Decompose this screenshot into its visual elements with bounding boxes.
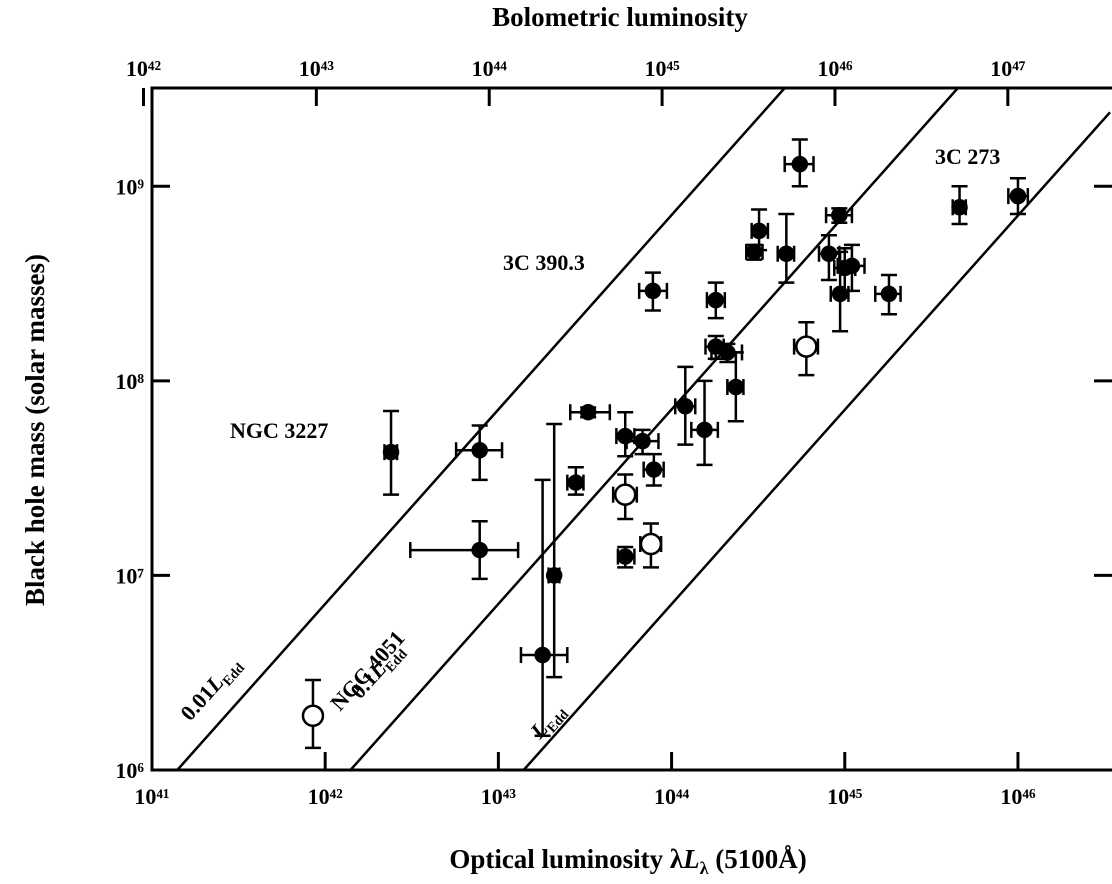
point xyxy=(791,155,809,173)
point xyxy=(471,441,488,459)
point xyxy=(545,567,563,584)
plot-area xyxy=(176,88,1111,770)
point xyxy=(301,704,325,728)
point xyxy=(613,483,637,506)
reference-line-label: LEdd xyxy=(524,698,572,747)
y-tick-label: 10⁹ xyxy=(115,174,144,199)
point xyxy=(745,243,763,261)
x2-tick-label: 10⁴² xyxy=(126,56,162,81)
x-axis-title-sub: λ xyxy=(700,858,709,878)
annotation: 3C 273 xyxy=(935,144,1000,169)
plot-frame xyxy=(150,86,1112,772)
x-tick-label: 10⁴⁵ xyxy=(827,784,863,809)
point xyxy=(382,443,400,461)
x2-tick-label: 10⁴³ xyxy=(299,56,335,81)
x-axis-title-suffix: (5100Å) xyxy=(708,844,806,874)
point xyxy=(579,403,597,421)
point xyxy=(820,245,838,263)
point xyxy=(831,285,849,303)
point xyxy=(707,291,725,309)
x-tick-label: 10⁴⁶ xyxy=(1000,784,1036,809)
point xyxy=(727,378,745,396)
y-tick-label: 10⁸ xyxy=(115,369,144,394)
x-axis-title-symbol: L xyxy=(682,844,700,874)
point xyxy=(831,206,848,224)
x2-tick-label: 10⁴⁴ xyxy=(472,56,508,81)
point xyxy=(880,285,898,303)
point xyxy=(534,646,551,664)
chart-title: Bolometric luminosity xyxy=(492,2,748,32)
point xyxy=(677,398,694,415)
x-axis-title-text: Optical luminosity λ xyxy=(449,844,684,874)
x2-tick-label: 10⁴⁷ xyxy=(990,56,1026,81)
y-tick-label: 10⁷ xyxy=(115,563,144,588)
point xyxy=(634,432,651,450)
x-tick-label: 10⁴¹ xyxy=(134,784,169,809)
point xyxy=(795,335,818,358)
reference-line xyxy=(522,111,1111,770)
x-tick-label: 10⁴² xyxy=(308,784,344,809)
x-tick-label: 10⁴⁴ xyxy=(654,784,690,809)
point xyxy=(471,541,488,559)
point xyxy=(750,222,768,240)
point xyxy=(696,421,713,439)
point xyxy=(616,548,634,565)
reference-line xyxy=(349,88,959,770)
point xyxy=(843,257,861,275)
point xyxy=(1009,187,1027,205)
annotation: NGC 3227 xyxy=(230,418,328,443)
reference-line-label: 0.01LEdd xyxy=(175,651,248,728)
point xyxy=(951,199,968,216)
x2-tick-label: 10⁴⁵ xyxy=(644,56,680,81)
y-axis-title: Black hole mass (solar masses) xyxy=(20,254,50,606)
point xyxy=(644,282,662,300)
point xyxy=(567,474,585,491)
annotation: 3C 390.3 xyxy=(503,250,585,275)
x2-tick-label: 10⁴⁶ xyxy=(817,56,853,81)
point xyxy=(616,427,634,445)
point xyxy=(778,245,795,263)
reference-line xyxy=(176,88,786,770)
x-axis-title: Optical luminosity λLλ (5100Å) xyxy=(449,844,806,878)
x-tick-label: 10⁴³ xyxy=(481,784,517,809)
y-tick-label: 10⁶ xyxy=(115,758,144,783)
point xyxy=(645,461,663,478)
point xyxy=(639,532,663,556)
